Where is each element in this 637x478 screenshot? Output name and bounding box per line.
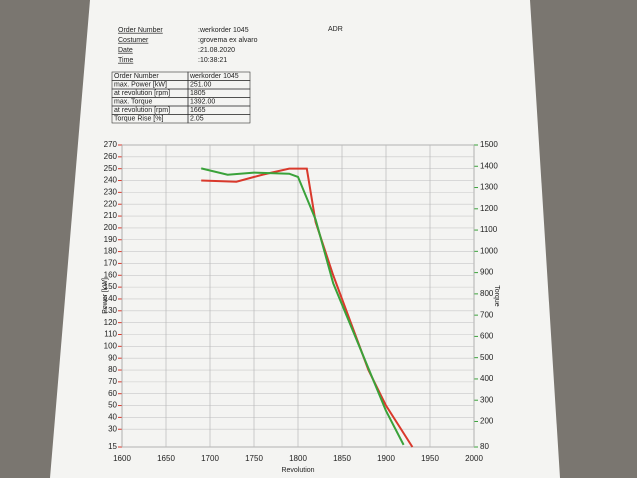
y-tick-label: 190 bbox=[104, 235, 118, 244]
y-tick-label: 15 bbox=[108, 442, 117, 451]
x-tick-label: 1950 bbox=[421, 454, 439, 463]
x-tick-label: 1650 bbox=[157, 454, 175, 463]
y-tick-label: 50 bbox=[108, 401, 117, 410]
table-text: 2.05 bbox=[190, 116, 204, 123]
table-text: max. Power [kW] bbox=[114, 82, 167, 89]
table-text: werkorder 1045 bbox=[189, 73, 239, 80]
y-tick-label: 210 bbox=[104, 211, 118, 220]
table-text: at revolution [rpm] bbox=[114, 90, 170, 97]
y-tick-label: 90 bbox=[108, 353, 117, 362]
y2-tick-label: 700 bbox=[480, 310, 494, 319]
header-value: :werkorder 1045 bbox=[198, 27, 249, 34]
y2-tick-label: 900 bbox=[480, 268, 494, 277]
x-tick-label: 2000 bbox=[465, 454, 483, 463]
y-tick-label: 200 bbox=[104, 223, 118, 232]
x-axis-label: Revolution bbox=[281, 467, 314, 474]
y-tick-label: 150 bbox=[104, 282, 118, 291]
y-tick-label: 110 bbox=[104, 330, 117, 339]
header-label: Order Number bbox=[118, 27, 163, 34]
header-code: ADR bbox=[328, 26, 343, 33]
y2-tick-label: 1200 bbox=[480, 204, 498, 213]
y2-tick-label: 400 bbox=[480, 374, 494, 383]
y2-tick-label: 1400 bbox=[480, 161, 498, 170]
header-value: :21.08.2020 bbox=[198, 47, 235, 54]
y-tick-label: 100 bbox=[104, 341, 118, 350]
header-label: Costumer bbox=[118, 37, 149, 44]
x-tick-label: 1600 bbox=[113, 454, 131, 463]
y-tick-label: 260 bbox=[104, 152, 118, 161]
y2-tick-label: 1500 bbox=[480, 140, 498, 149]
y-tick-label: 160 bbox=[104, 270, 118, 279]
y2-axis-label: Torque bbox=[493, 285, 500, 307]
y-axis-label: Power [kW] bbox=[102, 278, 109, 314]
y2-tick-label: 500 bbox=[480, 353, 494, 362]
x-tick-label: 1750 bbox=[245, 454, 263, 463]
y-tick-label: 130 bbox=[104, 306, 118, 315]
y2-tick-label: 80 bbox=[480, 442, 489, 451]
y-tick-label: 240 bbox=[104, 176, 118, 185]
x-tick-label: 1850 bbox=[333, 454, 351, 463]
chart: 15 30 40 50 60 70 80 90 100 110 120 130 140 150 160 170… bbox=[102, 140, 500, 474]
header-value: :grovema ex alvaro bbox=[198, 37, 258, 44]
y-tick-label: 60 bbox=[108, 389, 117, 398]
y-tick-label: 80 bbox=[108, 365, 117, 374]
x-tick-label: 1700 bbox=[201, 454, 219, 463]
y-tick-label: 40 bbox=[108, 413, 117, 422]
table-text: 1665 bbox=[190, 107, 206, 114]
summary-table: Order Number werkorder 1045 max. Power [kW… bbox=[111, 71, 251, 124]
y2-tick-label: 300 bbox=[480, 395, 494, 404]
y-tick-label: 140 bbox=[104, 294, 118, 303]
table-text: 1805 bbox=[190, 90, 206, 97]
y-tick-label: 70 bbox=[108, 377, 117, 386]
x-tick-label: 1900 bbox=[377, 454, 395, 463]
y2-tick-label: 1100 bbox=[480, 225, 498, 234]
y-tick-label: 170 bbox=[104, 259, 118, 268]
table-text: 251.00 bbox=[190, 82, 212, 89]
y-tick-label: 230 bbox=[104, 187, 118, 196]
table-text: Torque Rise [%] bbox=[114, 116, 163, 123]
header-label: Time bbox=[118, 57, 133, 64]
y-tick-label: 180 bbox=[104, 247, 118, 256]
y-tick-label: 220 bbox=[104, 199, 118, 208]
paper bbox=[50, 0, 560, 478]
header: Order Number :werkorder 1045 ADR Costume… bbox=[118, 26, 343, 64]
table-cell bbox=[187, 114, 251, 124]
header-value: :10:38:21 bbox=[198, 57, 227, 64]
table-text: 1392.00 bbox=[190, 99, 215, 106]
x-tick-label: 1800 bbox=[289, 454, 307, 463]
y2-tick-label: 200 bbox=[480, 417, 494, 426]
table-text: at revolution [rpm] bbox=[114, 107, 170, 114]
y-tick-label: 250 bbox=[104, 164, 118, 173]
y2-tick-label: 1300 bbox=[480, 183, 498, 192]
y-tick-label: 270 bbox=[104, 140, 118, 149]
series-line bbox=[200, 167, 405, 446]
y2-tick-label: 800 bbox=[480, 289, 494, 298]
table-text: Order Number bbox=[114, 73, 159, 80]
table-text: max. Torque bbox=[114, 99, 152, 106]
y-tick-label: 120 bbox=[104, 318, 118, 327]
header-label: Date bbox=[118, 47, 133, 54]
y2-tick-label: 1000 bbox=[480, 246, 498, 255]
y2-tick-label: 600 bbox=[480, 332, 494, 341]
y-tick-label: 30 bbox=[108, 424, 117, 433]
